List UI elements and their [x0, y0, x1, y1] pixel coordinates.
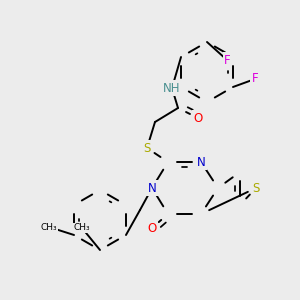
- Text: O: O: [194, 112, 202, 124]
- Text: CH₃: CH₃: [74, 224, 90, 232]
- Text: N: N: [148, 182, 156, 194]
- Text: N: N: [196, 155, 206, 169]
- Text: CH₃: CH₃: [41, 223, 57, 232]
- Text: O: O: [147, 221, 157, 235]
- Text: F: F: [224, 53, 230, 67]
- Text: S: S: [252, 182, 260, 194]
- Text: NH: NH: [163, 82, 181, 94]
- Text: F: F: [252, 73, 258, 85]
- Text: S: S: [143, 142, 151, 154]
